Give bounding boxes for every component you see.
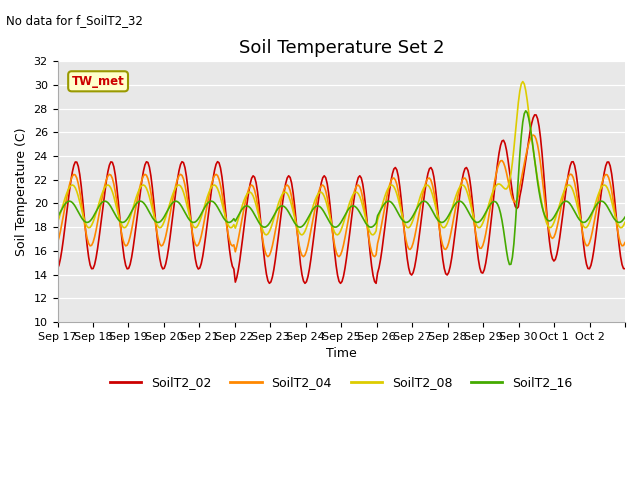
SoilT2_16 [458, 199, 466, 205]
SoilT2_04 [621, 240, 629, 245]
SoilT2_08 [519, 79, 527, 84]
SoilT2_16 [522, 108, 529, 114]
SoilT2_04 [91, 234, 99, 240]
SoilT2_08 [54, 219, 61, 225]
Title: Soil Temperature Set 2: Soil Temperature Set 2 [239, 39, 444, 57]
SoilT2_04 [73, 175, 81, 181]
Text: TW_met: TW_met [72, 75, 124, 88]
SoilT2_02 [621, 266, 629, 272]
SoilT2_16 [346, 205, 353, 211]
SoilT2_02 [337, 280, 344, 286]
SoilT2_16 [506, 262, 513, 267]
SoilT2_08 [91, 215, 99, 221]
SoilT2_02 [620, 266, 627, 272]
SoilT2_16 [545, 218, 553, 224]
Legend: SoilT2_02, SoilT2_04, SoilT2_08, SoilT2_16: SoilT2_02, SoilT2_04, SoilT2_08, SoilT2_… [105, 371, 578, 394]
SoilT2_02 [531, 112, 538, 118]
SoilT2_16 [73, 206, 81, 212]
SoilT2_04 [545, 229, 553, 235]
SoilT2_08 [545, 225, 553, 230]
SoilT2_02 [460, 170, 467, 176]
SoilT2_04 [529, 132, 537, 138]
SoilT2_02 [54, 266, 61, 272]
SoilT2_08 [347, 196, 355, 202]
Line: SoilT2_08: SoilT2_08 [58, 82, 625, 235]
SoilT2_04 [54, 240, 61, 245]
SoilT2_02 [545, 238, 553, 244]
Line: SoilT2_16: SoilT2_16 [58, 111, 625, 264]
SoilT2_02 [73, 159, 81, 165]
SoilT2_16 [620, 216, 627, 222]
SoilT2_08 [620, 223, 627, 228]
Text: No data for f_SoilT2_32: No data for f_SoilT2_32 [6, 14, 143, 27]
SoilT2_16 [54, 214, 61, 220]
SoilT2_08 [73, 189, 81, 194]
SoilT2_02 [91, 262, 99, 267]
SoilT2_16 [91, 212, 99, 217]
X-axis label: Time: Time [326, 347, 356, 360]
Y-axis label: Soil Temperature (C): Soil Temperature (C) [15, 127, 28, 256]
SoilT2_04 [264, 254, 272, 260]
SoilT2_02 [347, 220, 355, 226]
SoilT2_08 [262, 232, 270, 238]
SoilT2_08 [460, 182, 467, 188]
Line: SoilT2_02: SoilT2_02 [58, 115, 625, 283]
SoilT2_08 [621, 219, 629, 225]
SoilT2_04 [620, 242, 627, 248]
SoilT2_16 [621, 214, 629, 220]
SoilT2_04 [460, 175, 467, 181]
SoilT2_04 [347, 203, 355, 209]
Line: SoilT2_04: SoilT2_04 [58, 135, 625, 257]
